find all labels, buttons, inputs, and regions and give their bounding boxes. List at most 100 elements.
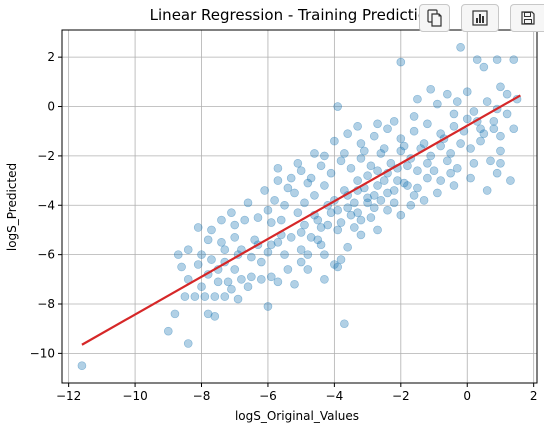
data-point	[217, 237, 226, 247]
data-point	[369, 203, 379, 213]
data-point	[306, 173, 316, 183]
data-point	[379, 176, 389, 185]
data-point	[426, 151, 436, 161]
data-point	[303, 250, 313, 259]
data-point	[373, 166, 382, 176]
data-point	[353, 208, 362, 217]
data-point	[396, 57, 406, 67]
data-point	[489, 124, 499, 134]
data-point	[426, 84, 436, 94]
data-point	[197, 282, 206, 292]
data-point	[492, 168, 502, 178]
data-point	[443, 89, 452, 99]
data-point	[266, 272, 276, 282]
data-point	[247, 252, 256, 262]
data-point	[436, 129, 445, 138]
data-point	[300, 198, 309, 208]
scatter-points	[77, 42, 522, 371]
x-tick-label: −8	[193, 389, 211, 403]
data-point	[476, 124, 485, 134]
data-point	[230, 220, 240, 230]
data-point	[263, 205, 273, 215]
data-point	[296, 228, 306, 237]
data-point	[452, 163, 462, 173]
data-point	[419, 196, 429, 205]
data-point	[353, 121, 362, 131]
data-point	[446, 168, 455, 178]
x-tick-label: −4	[326, 389, 344, 403]
data-point	[456, 139, 465, 148]
data-point	[436, 141, 445, 151]
data-point	[449, 109, 459, 119]
data-point	[296, 166, 306, 176]
x-tick-label: −6	[259, 389, 277, 403]
data-point	[373, 225, 382, 235]
data-point	[333, 262, 342, 272]
y-tick-label: −10	[30, 346, 55, 360]
data-point	[469, 159, 479, 168]
data-point	[270, 196, 279, 205]
data-point	[413, 183, 422, 193]
data-point	[296, 257, 306, 267]
data-point	[213, 277, 223, 287]
data-point	[227, 208, 236, 217]
data-point	[243, 282, 253, 292]
data-point	[449, 181, 459, 190]
data-point	[290, 188, 299, 198]
data-point	[190, 292, 200, 301]
data-point	[336, 156, 346, 166]
data-point	[466, 173, 475, 183]
data-point	[313, 235, 323, 245]
copy-button[interactable]	[419, 4, 450, 32]
data-point	[266, 218, 276, 227]
data-point	[492, 55, 502, 64]
data-point	[419, 139, 429, 148]
data-point	[230, 265, 240, 274]
data-point	[273, 176, 283, 185]
data-point	[343, 242, 352, 252]
data-point	[373, 181, 382, 190]
data-point	[479, 129, 489, 138]
data-point	[502, 109, 512, 119]
data-point	[306, 233, 316, 242]
data-point	[303, 178, 313, 188]
data-point	[217, 215, 226, 225]
data-point	[333, 205, 342, 215]
data-point	[293, 159, 303, 168]
regression-line	[81, 94, 521, 346]
data-point	[489, 117, 499, 126]
data-point	[197, 250, 206, 259]
data-point	[496, 159, 505, 168]
data-point	[207, 255, 216, 264]
data-point	[207, 225, 216, 235]
x-tick-label: −2	[392, 389, 410, 403]
save-button[interactable]	[510, 4, 544, 32]
data-point	[343, 203, 352, 213]
data-point	[257, 257, 266, 267]
data-point	[509, 55, 519, 64]
chart-view-button[interactable]	[461, 4, 499, 32]
data-point	[177, 262, 186, 272]
x-axis-ticks: −12 −10 −8 −6 −4 −2 0 2	[56, 383, 537, 403]
data-point	[363, 193, 372, 203]
data-point	[203, 235, 213, 245]
data-point	[250, 235, 259, 245]
data-point	[506, 176, 515, 185]
data-point	[320, 181, 329, 190]
copy-icon	[426, 9, 443, 27]
data-point	[326, 208, 336, 217]
data-point	[363, 198, 372, 208]
y-axis-ticks: −10 −8 −6 −4 −2 0 2	[30, 50, 62, 360]
data-point	[303, 265, 313, 274]
data-point	[482, 97, 492, 106]
data-point	[286, 233, 296, 242]
data-point	[409, 126, 419, 136]
data-point	[396, 134, 406, 143]
data-point	[406, 200, 416, 210]
data-point	[340, 319, 349, 329]
data-point	[409, 112, 419, 121]
data-point	[316, 240, 326, 250]
data-point	[466, 144, 475, 153]
data-point	[257, 275, 266, 284]
